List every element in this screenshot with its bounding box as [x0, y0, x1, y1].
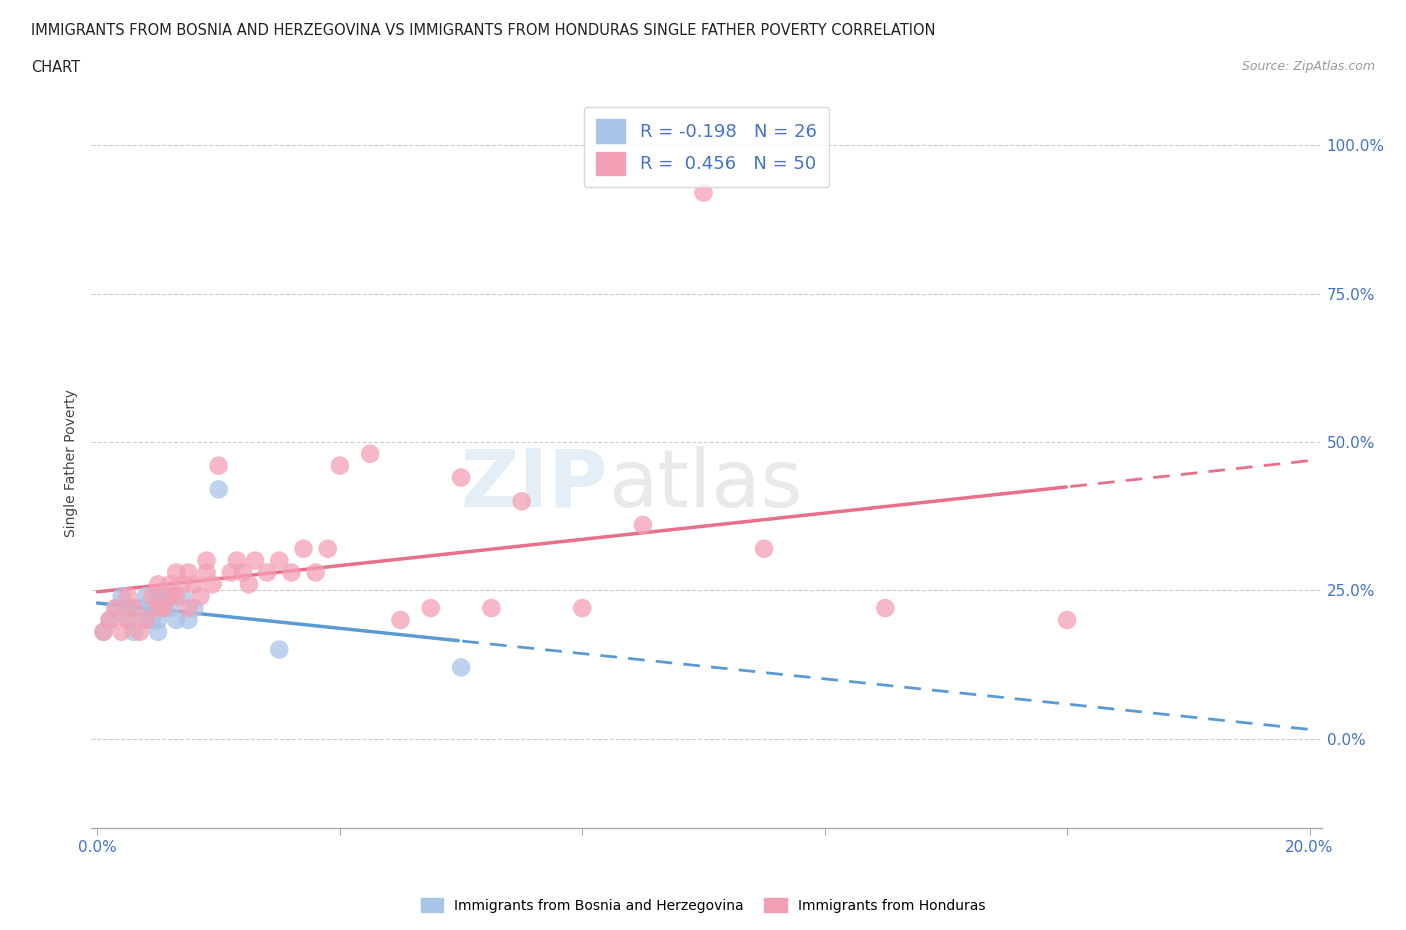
Text: Source: ZipAtlas.com: Source: ZipAtlas.com — [1241, 60, 1375, 73]
Point — [146, 601, 169, 616]
Point — [93, 624, 115, 639]
Point — [201, 577, 224, 591]
Point — [141, 613, 163, 628]
Point — [571, 601, 593, 616]
Point — [359, 446, 381, 461]
Point — [875, 601, 897, 616]
Point — [183, 601, 205, 616]
Point — [269, 643, 291, 658]
Point — [122, 624, 145, 639]
Point — [752, 541, 775, 556]
Point — [316, 541, 339, 556]
Text: CHART: CHART — [31, 60, 80, 75]
Text: 0.0%: 0.0% — [79, 840, 117, 855]
Point — [111, 589, 134, 604]
Point — [135, 613, 157, 628]
Text: atlas: atlas — [607, 445, 803, 524]
Point — [631, 518, 654, 533]
Point — [177, 565, 200, 580]
Point — [159, 589, 181, 604]
Point — [128, 624, 150, 639]
Point — [280, 565, 302, 580]
Point — [256, 565, 278, 580]
Point — [232, 565, 254, 580]
Point — [146, 624, 169, 639]
Point — [146, 613, 169, 628]
Point — [329, 458, 352, 473]
Point — [510, 494, 533, 509]
Point — [98, 613, 121, 628]
Point — [128, 601, 150, 616]
Point — [104, 601, 127, 616]
Point — [159, 589, 181, 604]
Point — [1056, 613, 1078, 628]
Point — [93, 624, 115, 639]
Point — [146, 589, 169, 604]
Point — [165, 589, 187, 604]
Point — [225, 553, 247, 568]
Point — [389, 613, 412, 628]
Text: ZIP: ZIP — [461, 445, 607, 524]
Text: IMMIGRANTS FROM BOSNIA AND HERZEGOVINA VS IMMIGRANTS FROM HONDURAS SINGLE FATHER: IMMIGRANTS FROM BOSNIA AND HERZEGOVINA V… — [31, 23, 935, 38]
Point — [135, 589, 157, 604]
Point — [117, 613, 139, 628]
Point — [165, 613, 187, 628]
Point — [190, 589, 212, 604]
Point — [117, 613, 139, 628]
Point — [269, 553, 291, 568]
Point — [146, 577, 169, 591]
Point — [159, 577, 181, 591]
Point — [172, 589, 194, 604]
Point — [238, 577, 260, 591]
Point — [111, 624, 134, 639]
Point — [450, 660, 472, 675]
Point — [304, 565, 326, 580]
Point — [104, 601, 127, 616]
Point — [177, 613, 200, 628]
Point — [122, 601, 145, 616]
Point — [177, 601, 200, 616]
Point — [692, 185, 714, 200]
Point — [195, 565, 218, 580]
Point — [419, 601, 441, 616]
Point — [292, 541, 315, 556]
Point — [195, 553, 218, 568]
Legend: R = -0.198   N = 26, R =  0.456   N = 50: R = -0.198 N = 26, R = 0.456 N = 50 — [583, 107, 830, 187]
Point — [208, 482, 231, 497]
Point — [117, 601, 139, 616]
Point — [135, 613, 157, 628]
Point — [479, 601, 502, 616]
Point — [117, 589, 139, 604]
Point — [183, 577, 205, 591]
Text: 20.0%: 20.0% — [1285, 840, 1334, 855]
Point — [243, 553, 266, 568]
Point — [165, 565, 187, 580]
Point — [153, 601, 176, 616]
Point — [219, 565, 242, 580]
Y-axis label: Single Father Poverty: Single Father Poverty — [65, 389, 79, 537]
Point — [153, 601, 176, 616]
Point — [450, 470, 472, 485]
Legend: Immigrants from Bosnia and Herzegovina, Immigrants from Honduras: Immigrants from Bosnia and Herzegovina, … — [415, 893, 991, 919]
Point — [159, 601, 181, 616]
Point — [141, 601, 163, 616]
Point — [172, 577, 194, 591]
Point — [98, 613, 121, 628]
Point — [208, 458, 231, 473]
Point — [141, 589, 163, 604]
Point — [153, 589, 176, 604]
